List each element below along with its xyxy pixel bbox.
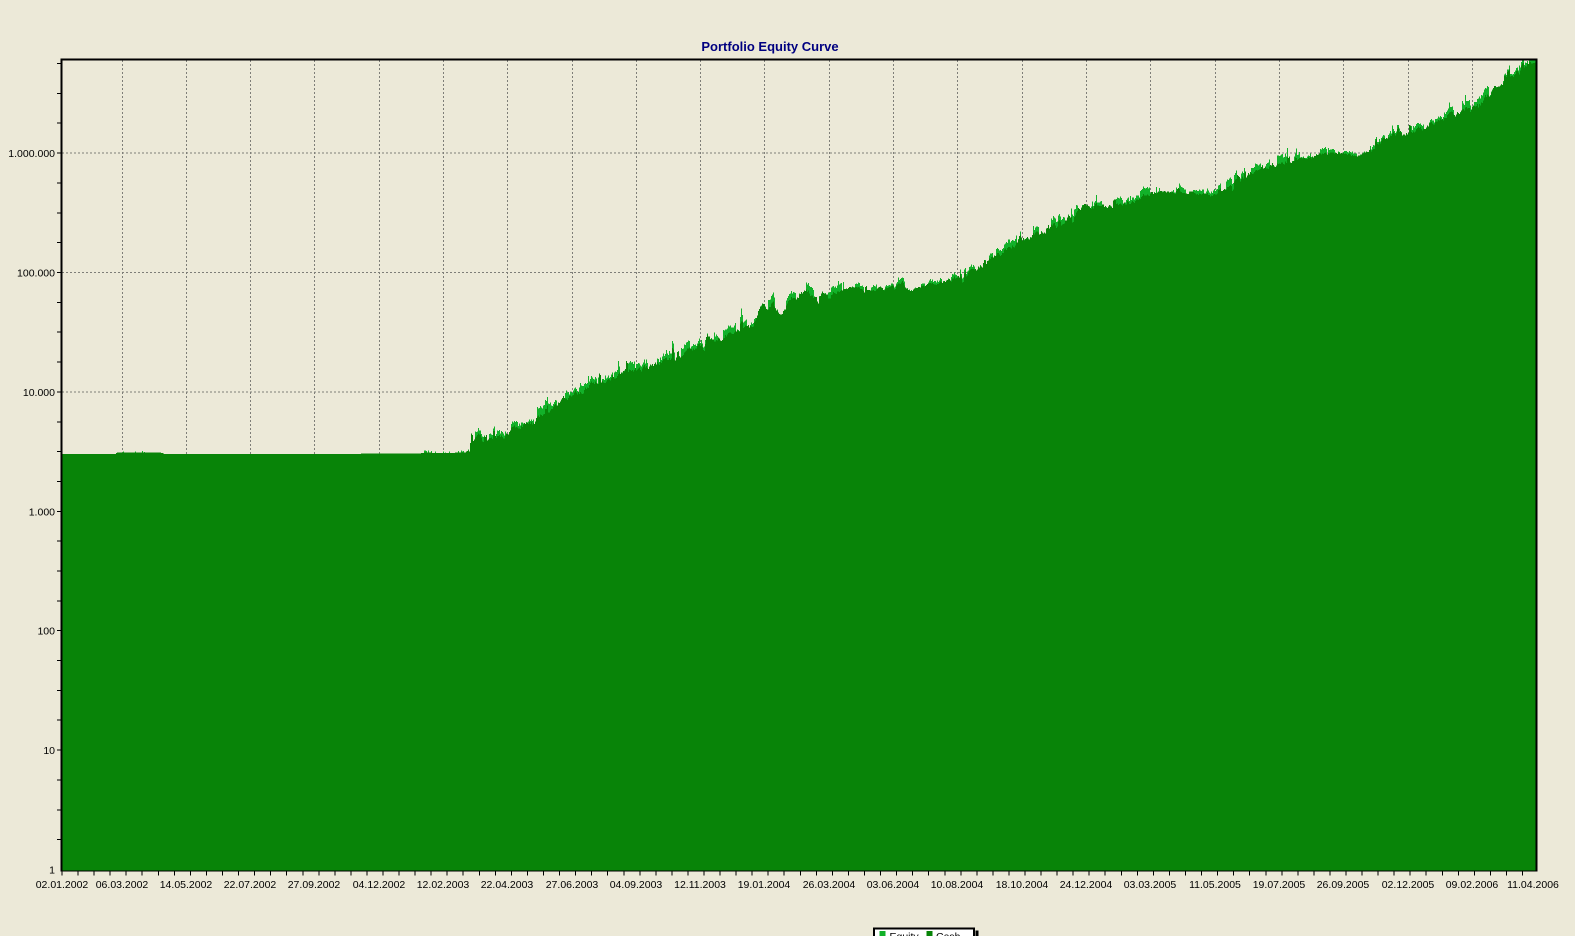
svg-text:03.06.2004: 03.06.2004 (867, 879, 920, 891)
svg-text:10.08.2004: 10.08.2004 (931, 879, 984, 891)
svg-text:14.05.2002: 14.05.2002 (160, 879, 213, 891)
svg-text:26.03.2004: 26.03.2004 (803, 879, 856, 891)
svg-text:24.12.2004: 24.12.2004 (1060, 879, 1113, 891)
svg-text:1: 1 (49, 865, 55, 877)
svg-text:10.000: 10.000 (23, 387, 55, 399)
svg-text:Cash: Cash (936, 931, 961, 936)
svg-text:12.02.2003: 12.02.2003 (417, 879, 470, 891)
svg-text:26.09.2005: 26.09.2005 (1317, 879, 1370, 891)
svg-text:02.01.2002: 02.01.2002 (36, 879, 89, 891)
svg-text:100: 100 (37, 626, 55, 638)
svg-text:1.000.000: 1.000.000 (8, 148, 55, 160)
svg-text:09.02.2006: 09.02.2006 (1446, 879, 1499, 891)
svg-text:Equity: Equity (890, 931, 920, 936)
svg-text:03.03.2005: 03.03.2005 (1124, 879, 1177, 891)
svg-text:19.01.2004: 19.01.2004 (738, 879, 791, 891)
svg-text:22.07.2002: 22.07.2002 (224, 879, 277, 891)
svg-text:12.11.2003: 12.11.2003 (674, 879, 726, 891)
svg-text:11.05.2005: 11.05.2005 (1189, 879, 1241, 891)
svg-text:1.000: 1.000 (29, 506, 55, 518)
svg-text:19.07.2005: 19.07.2005 (1253, 879, 1306, 891)
svg-text:27.06.2003: 27.06.2003 (546, 879, 599, 891)
svg-text:04.12.2002: 04.12.2002 (353, 879, 406, 891)
svg-text:18.10.2004: 18.10.2004 (996, 879, 1049, 891)
svg-text:27.09.2002: 27.09.2002 (288, 879, 341, 891)
svg-text:22.04.2003: 22.04.2003 (481, 879, 534, 891)
svg-text:04.09.2003: 04.09.2003 (610, 879, 663, 891)
svg-text:02.12.2005: 02.12.2005 (1382, 879, 1435, 891)
svg-text:11.04.2006: 11.04.2006 (1507, 879, 1559, 891)
svg-text:06.03.2002: 06.03.2002 (96, 879, 149, 891)
svg-text:100.000: 100.000 (17, 268, 55, 280)
svg-text:10: 10 (43, 745, 55, 757)
svg-text:Portfolio Equity Curve: Portfolio Equity Curve (701, 39, 838, 54)
